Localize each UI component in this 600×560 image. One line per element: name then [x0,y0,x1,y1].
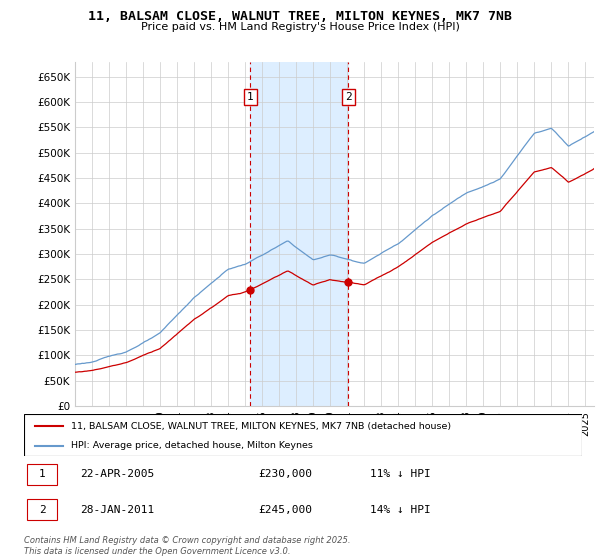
Text: 11, BALSAM CLOSE, WALNUT TREE, MILTON KEYNES, MK7 7NB (detached house): 11, BALSAM CLOSE, WALNUT TREE, MILTON KE… [71,422,452,431]
Text: 11% ↓ HPI: 11% ↓ HPI [370,469,431,479]
Text: 11, BALSAM CLOSE, WALNUT TREE, MILTON KEYNES, MK7 7NB: 11, BALSAM CLOSE, WALNUT TREE, MILTON KE… [88,10,512,23]
Text: 1: 1 [247,92,254,102]
Text: £230,000: £230,000 [259,469,313,479]
Bar [27,464,58,485]
Text: 22-APR-2005: 22-APR-2005 [80,469,154,479]
Text: Contains HM Land Registry data © Crown copyright and database right 2025.
This d: Contains HM Land Registry data © Crown c… [24,536,350,556]
Text: 28-JAN-2011: 28-JAN-2011 [80,505,154,515]
Text: HPI: Average price, detached house, Milton Keynes: HPI: Average price, detached house, Milt… [71,441,313,450]
Bar [250,62,349,406]
Text: £245,000: £245,000 [259,505,313,515]
Text: Price paid vs. HM Land Registry's House Price Index (HPI): Price paid vs. HM Land Registry's House … [140,22,460,32]
Text: 14% ↓ HPI: 14% ↓ HPI [370,505,431,515]
Text: 1: 1 [39,469,46,479]
Text: 2: 2 [39,505,46,515]
Text: 2: 2 [345,92,352,102]
Bar [27,500,58,520]
